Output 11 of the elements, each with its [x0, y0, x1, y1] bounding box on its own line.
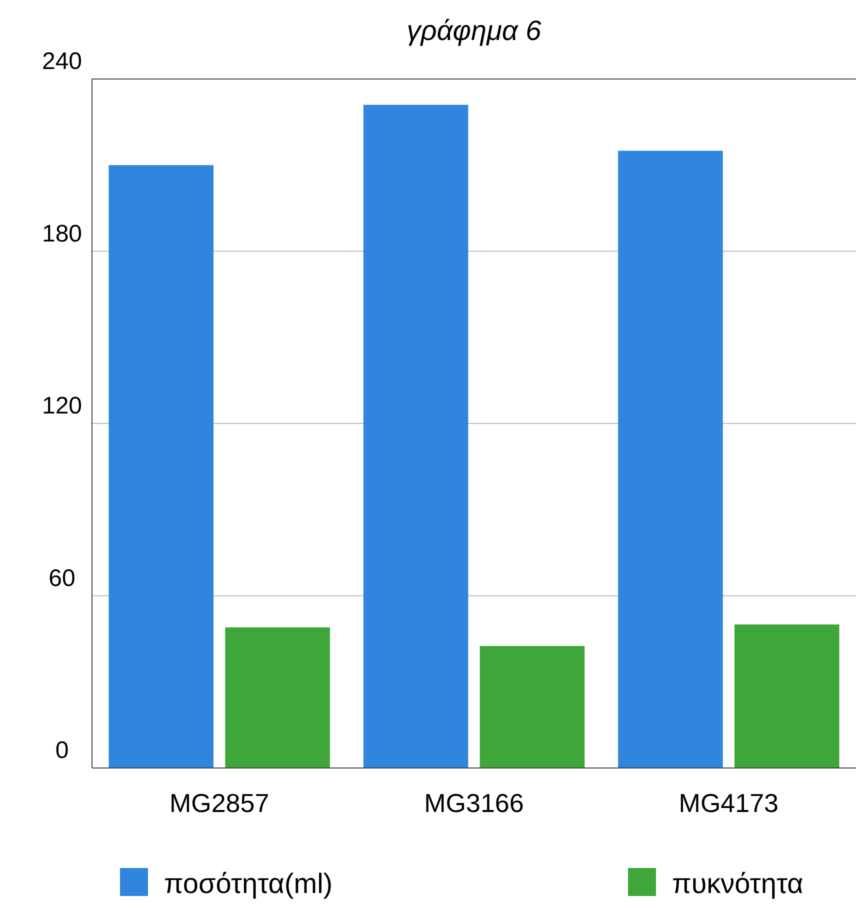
chart-title: γράφημα 6 [406, 15, 542, 46]
x-tick-label: MG3166 [424, 788, 524, 818]
y-tick-label: 120 [42, 392, 82, 420]
y-tick-label: 0 [55, 737, 69, 764]
x-tick-label: MG4173 [678, 788, 779, 818]
x-tick-label: MG2857 [169, 788, 270, 818]
y-tick-label: 180 [42, 220, 82, 248]
legend-label: ποσότητα(ml) [164, 868, 333, 899]
legend-label: πυκνότητα [672, 868, 804, 899]
y-tick-label: 60 [48, 564, 76, 592]
y-tick-label: 240 [42, 48, 82, 75]
